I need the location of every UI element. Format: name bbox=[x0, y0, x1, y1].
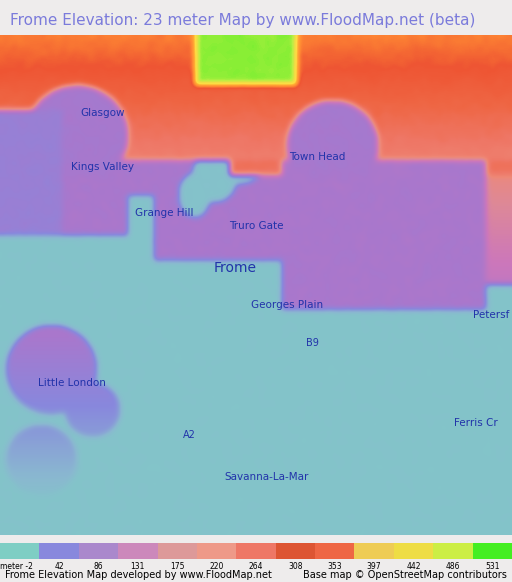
Text: 175: 175 bbox=[170, 562, 184, 572]
Text: Petersf: Petersf bbox=[473, 310, 510, 320]
Bar bbox=[394, 544, 433, 559]
Text: meter -2: meter -2 bbox=[0, 562, 33, 572]
Text: 86: 86 bbox=[94, 562, 103, 572]
Bar bbox=[0, 544, 39, 559]
Text: 308: 308 bbox=[288, 562, 303, 572]
Bar bbox=[473, 544, 512, 559]
Text: 42: 42 bbox=[54, 562, 64, 572]
Text: 486: 486 bbox=[445, 562, 460, 572]
Text: 531: 531 bbox=[485, 562, 500, 572]
Text: Base map © OpenStreetMap contributors: Base map © OpenStreetMap contributors bbox=[303, 570, 507, 580]
Text: Town Head: Town Head bbox=[289, 152, 346, 162]
Text: Frome: Frome bbox=[214, 261, 257, 275]
Text: 220: 220 bbox=[209, 562, 224, 572]
Text: 397: 397 bbox=[367, 562, 381, 572]
Bar bbox=[237, 544, 275, 559]
Bar bbox=[275, 544, 315, 559]
Bar bbox=[354, 544, 394, 559]
Bar bbox=[197, 544, 237, 559]
Text: Kings Valley: Kings Valley bbox=[71, 162, 134, 172]
Text: Savanna-La-Mar: Savanna-La-Mar bbox=[224, 473, 308, 482]
Text: 353: 353 bbox=[328, 562, 342, 572]
Text: Ferris Cr: Ferris Cr bbox=[454, 417, 498, 428]
Bar bbox=[79, 544, 118, 559]
Text: 264: 264 bbox=[249, 562, 263, 572]
Text: Frome Elevation Map developed by www.FloodMap.net: Frome Elevation Map developed by www.Flo… bbox=[5, 570, 272, 580]
Text: Glasgow: Glasgow bbox=[80, 108, 124, 118]
Bar bbox=[118, 544, 158, 559]
Bar bbox=[433, 544, 473, 559]
Bar bbox=[315, 544, 354, 559]
Text: Truro Gate: Truro Gate bbox=[229, 221, 283, 231]
Text: 131: 131 bbox=[131, 562, 145, 572]
Text: B9: B9 bbox=[306, 338, 319, 347]
Text: Grange Hill: Grange Hill bbox=[135, 208, 193, 218]
Text: Frome Elevation: 23 meter Map by www.FloodMap.net (beta): Frome Elevation: 23 meter Map by www.Flo… bbox=[10, 13, 476, 28]
Bar bbox=[39, 544, 79, 559]
Bar bbox=[158, 544, 197, 559]
Text: A2: A2 bbox=[183, 430, 196, 440]
Text: Georges Plain: Georges Plain bbox=[251, 300, 323, 310]
Text: Little London: Little London bbox=[38, 378, 105, 388]
Text: 442: 442 bbox=[407, 562, 421, 572]
